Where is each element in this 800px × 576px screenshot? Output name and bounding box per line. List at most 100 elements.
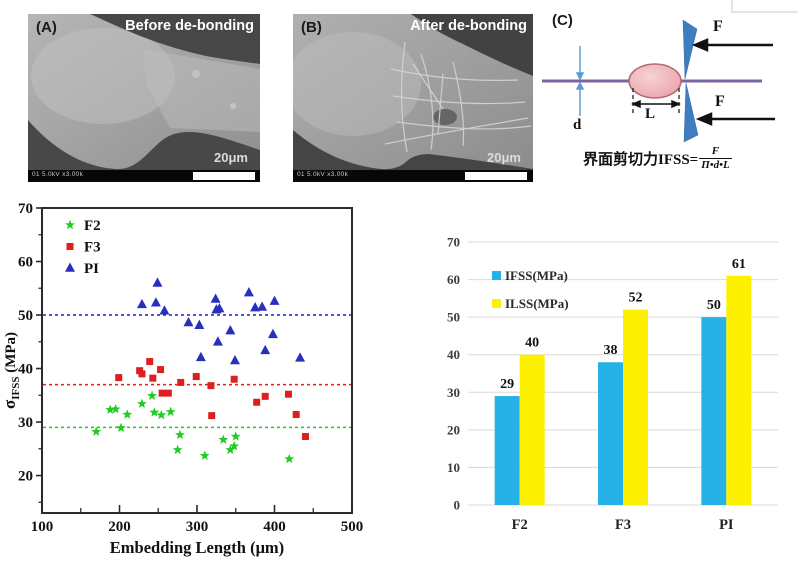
data-point — [165, 406, 176, 417]
force-arrow-top — [691, 38, 773, 52]
sem-image-before-debonding: (A) Before de-bonding 20μm 01 5.0kV x3.0… — [28, 14, 260, 182]
y-tick-label: 40 — [447, 347, 460, 362]
debond-cavity — [433, 109, 457, 125]
y-tick-label: 50 — [447, 310, 460, 325]
data-point — [149, 374, 157, 382]
scale-bar — [193, 172, 255, 180]
sem-photo-a — [28, 14, 260, 182]
x-tick-label: 400 — [263, 519, 286, 535]
x-tick-label: 100 — [31, 519, 54, 535]
force-label-top: F — [713, 18, 723, 35]
data-point — [269, 295, 280, 305]
data-point — [229, 355, 240, 365]
y-tick-label: 60 — [18, 255, 33, 271]
series-F3 — [115, 358, 309, 440]
data-point — [116, 422, 126, 433]
data-point — [65, 262, 75, 272]
formula-numerator: F — [711, 145, 720, 157]
debond-cracks — [384, 41, 532, 153]
data-point — [230, 431, 241, 441]
scale-text-a: 20μm — [214, 150, 248, 165]
fiber-band — [143, 49, 260, 132]
y-tick-label: 30 — [447, 385, 460, 400]
data-point — [195, 351, 206, 362]
data-point — [66, 243, 74, 250]
data-point — [295, 352, 306, 362]
background-top — [411, 14, 533, 76]
data-point — [218, 434, 229, 444]
bar-value-label: 38 — [604, 343, 618, 358]
y-tick-label: 40 — [18, 362, 33, 378]
length-bracket — [632, 88, 680, 116]
length-label: L — [645, 106, 656, 122]
y-tick-label: 30 — [18, 415, 33, 431]
x-tick-label: 200 — [108, 519, 131, 535]
bar-svg: 0 10 20 30 40 50 60 70 29 40 F2 38 52 F3 50 61 PI IFSS(MP… — [447, 235, 778, 533]
y-tick-label: 20 — [18, 469, 33, 485]
data-point — [149, 407, 160, 417]
bar-value-label: 50 — [707, 298, 721, 313]
ifss-scatter-chart: 100 200 300 400 500 20 30 40 50 60 70 Embedding Len… — [0, 200, 370, 565]
panel-label-c: (C) — [552, 12, 573, 29]
data-point — [158, 389, 166, 397]
series-PI — [136, 277, 306, 365]
data-point — [284, 390, 292, 398]
data-point — [230, 375, 238, 383]
data-point — [225, 444, 236, 455]
bar-value-label: 29 — [500, 377, 514, 392]
force-arrow-bottom — [695, 112, 775, 126]
data-point — [110, 403, 121, 414]
data-point — [253, 398, 261, 406]
legend-label-IFSS(MPa): IFSS(MPa) — [505, 268, 568, 283]
data-point — [156, 409, 167, 420]
diameter-arrow — [575, 46, 585, 116]
y-tick-label: 20 — [447, 422, 460, 437]
data-point — [212, 336, 223, 346]
y-tick-label: 50 — [18, 308, 33, 324]
formula-text: 界面剪切力IFSS= — [583, 152, 699, 168]
legend-label-ILSS(MPa): ILSS(MPa) — [505, 296, 569, 311]
data-point — [136, 298, 147, 309]
background-bottom — [28, 120, 260, 170]
data-point — [159, 305, 170, 315]
data-point — [146, 358, 154, 366]
data-point — [137, 398, 147, 409]
data-point — [138, 370, 146, 378]
data-point — [207, 382, 215, 390]
data-point — [243, 287, 254, 297]
data-point — [214, 303, 225, 313]
data-point — [177, 378, 185, 386]
sem-info-text-b: 01 5.0kV x3.00k — [297, 171, 349, 178]
force-label-bottom: F — [715, 93, 725, 110]
microdroplet-schematic: (C) F F d L — [540, 0, 800, 180]
scatter-svg: 100 200 300 400 500 20 30 40 50 60 70 Embedding Len… — [0, 201, 364, 557]
y-axis-title: σIFSS (MPa) — [0, 332, 22, 409]
data-point — [302, 432, 309, 440]
data-point — [257, 301, 268, 311]
data-point — [91, 426, 102, 436]
data-point — [115, 374, 123, 382]
x-tick-label: 500 — [341, 519, 364, 535]
x-axis-title: Embedding Length (μm) — [110, 538, 284, 557]
textbox-artifact — [731, 0, 798, 13]
scale-bar — [465, 172, 527, 180]
sem-image-after-debonding: (B) After de-bonding 20μm 01 5.0kV x3.00… — [293, 14, 533, 182]
data-point — [199, 450, 210, 460]
legend-label-PI: PI — [84, 261, 99, 277]
diameter-label: d — [573, 117, 582, 133]
blade-top — [682, 19, 698, 80]
data-point — [267, 328, 278, 339]
x-tick-label: 300 — [186, 519, 209, 535]
data-point — [65, 219, 75, 230]
panel-title-before: Before de-bonding — [125, 18, 254, 34]
legend-swatch-ILSS(MPa) — [492, 299, 501, 308]
data-point — [229, 440, 240, 451]
legend-label-F3: F3 — [84, 240, 101, 256]
surface-speck — [192, 70, 200, 78]
data-point — [122, 409, 133, 419]
legend-label-F2: F2 — [84, 218, 101, 234]
ifss-formula: 界面剪切力IFSS= F Π•d•L — [583, 146, 732, 171]
data-point — [192, 373, 200, 381]
bar-ifss-F2 — [494, 396, 520, 505]
data-point — [150, 297, 161, 307]
